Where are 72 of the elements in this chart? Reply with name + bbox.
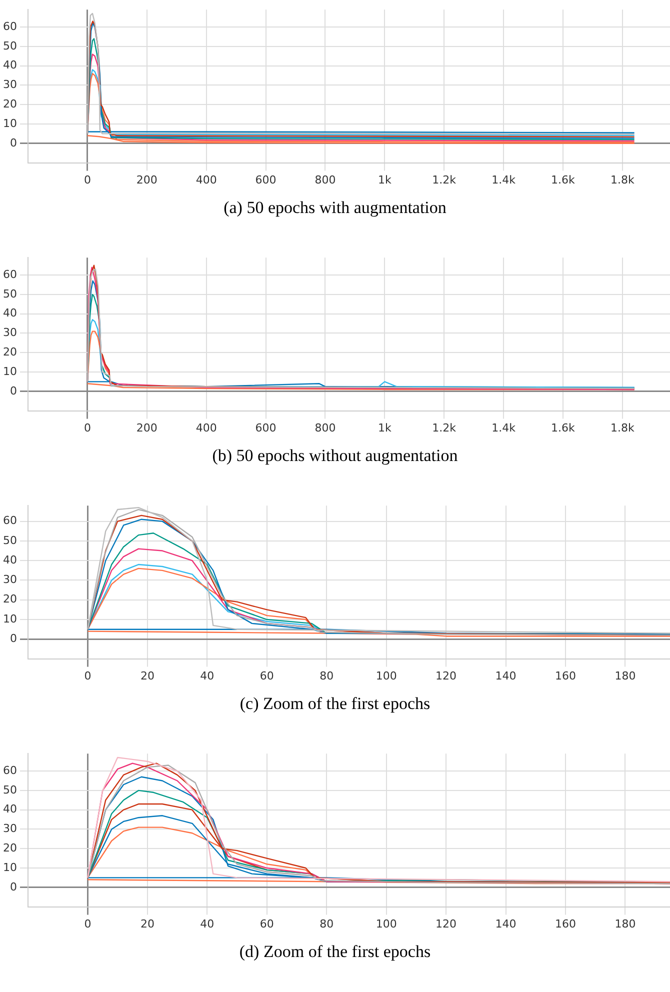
y-tick-label: 20 <box>2 345 17 358</box>
x-tick-label: 800 <box>314 421 336 434</box>
y-tick-label: 40 <box>2 306 17 320</box>
x-tick-label: 1.6k <box>551 173 576 186</box>
x-tick-label: 200 <box>136 173 158 186</box>
y-tick-label: 0 <box>10 880 17 894</box>
y-tick-label: 60 <box>2 514 17 528</box>
x-tick-label: 0 <box>84 173 91 186</box>
x-tick-label: 1.8k <box>610 421 635 434</box>
x-tick-label: 60 <box>260 917 274 930</box>
x-tick-label: 1.6k <box>551 421 576 434</box>
x-tick-label: 200 <box>136 421 158 434</box>
y-tick-label: 40 <box>2 553 17 566</box>
x-tick-label: 400 <box>196 421 217 434</box>
x-tick-label: 0 <box>84 917 92 930</box>
y-tick-label: 30 <box>2 78 17 92</box>
x-tick-label: 600 <box>255 421 276 434</box>
y-tick-label: 50 <box>2 39 17 52</box>
text: (c) Zoom of the first epochs <box>238 694 432 714</box>
x-tick-label: 400 <box>196 173 217 186</box>
y-tick-label: 20 <box>2 841 17 854</box>
x-tick-label: 100 <box>376 669 397 682</box>
y-tick-label: 10 <box>2 612 17 626</box>
y-tick-label: 0 <box>10 384 17 398</box>
y-tick-label: 30 <box>2 573 17 586</box>
x-tick-label: 140 <box>495 917 516 930</box>
text: (d) Zoom of the first epochs <box>238 942 432 962</box>
x-tick-label: 1.8k <box>610 173 635 186</box>
x-tick-label: 40 <box>200 669 214 682</box>
y-tick-label: 30 <box>2 822 17 836</box>
y-tick-label: 20 <box>2 97 17 110</box>
x-tick-label: 160 <box>554 669 576 682</box>
y-tick-label: 60 <box>2 20 17 33</box>
x-tick-label: 160 <box>554 917 576 930</box>
x-tick-label: 120 <box>436 917 457 930</box>
y-tick-label: 20 <box>2 592 17 606</box>
y-tick-label: 10 <box>2 364 17 378</box>
y-tick-label: 10 <box>2 116 17 130</box>
x-tick-label: 40 <box>200 917 214 930</box>
y-tick-label: 50 <box>2 534 17 547</box>
x-tick-label: 120 <box>436 669 457 682</box>
y-tick-label: 30 <box>2 326 17 340</box>
x-tick-label: 80 <box>320 917 334 930</box>
x-tick-label: 60 <box>260 669 274 682</box>
y-tick-label: 0 <box>10 136 17 150</box>
x-tick-label: 800 <box>314 173 336 186</box>
y-tick-label: 60 <box>2 268 17 281</box>
x-tick-label: 1.4k <box>492 421 516 434</box>
x-tick-label: 0 <box>84 669 92 682</box>
y-tick-label: 50 <box>2 783 17 796</box>
x-tick-label: 1.2k <box>432 421 457 434</box>
x-tick-label: 180 <box>614 669 636 682</box>
x-tick-label: 1k <box>378 173 392 186</box>
text: (a) 50 epochs with augmentation <box>222 198 448 218</box>
x-tick-label: 100 <box>376 917 397 930</box>
x-tick-label: 1.2k <box>432 173 457 186</box>
x-tick-label: 1k <box>378 421 392 434</box>
x-tick-label: 140 <box>495 669 516 682</box>
y-tick-label: 10 <box>2 860 17 874</box>
x-tick-label: 1.4k <box>492 173 516 186</box>
text: (b) 50 epochs without augmentation <box>211 446 459 466</box>
x-tick-label: 20 <box>140 669 154 682</box>
y-tick-label: 0 <box>10 632 17 646</box>
x-tick-label: 180 <box>614 917 636 930</box>
x-tick-label: 80 <box>320 669 334 682</box>
x-tick-label: 20 <box>140 917 154 930</box>
y-tick-label: 40 <box>2 58 17 72</box>
y-tick-label: 50 <box>2 287 17 300</box>
y-tick-label: 40 <box>2 802 17 816</box>
x-tick-label: 600 <box>255 173 276 186</box>
y-tick-label: 60 <box>2 764 17 777</box>
x-tick-label: 0 <box>84 421 91 434</box>
